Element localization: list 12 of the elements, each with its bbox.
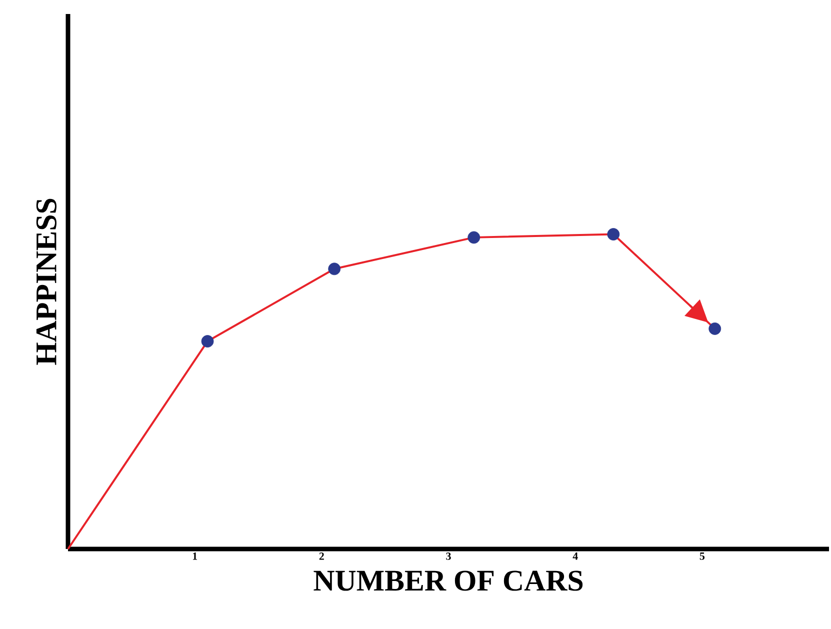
x-tick-label: 4 bbox=[572, 552, 578, 560]
y-axis-title: HAPPINESS bbox=[36, 198, 56, 365]
point bbox=[607, 228, 620, 240]
point bbox=[201, 335, 214, 348]
point bbox=[708, 322, 722, 335]
x-axis-title: NUMBER OF CARS bbox=[314, 570, 583, 591]
point bbox=[328, 262, 341, 276]
x-tick-label: 2 bbox=[319, 552, 324, 560]
point bbox=[468, 231, 480, 244]
x-tick-label: 3 bbox=[446, 552, 451, 560]
x-tick-label: 1 bbox=[192, 552, 197, 560]
x-tick-label: 5 bbox=[700, 552, 705, 560]
